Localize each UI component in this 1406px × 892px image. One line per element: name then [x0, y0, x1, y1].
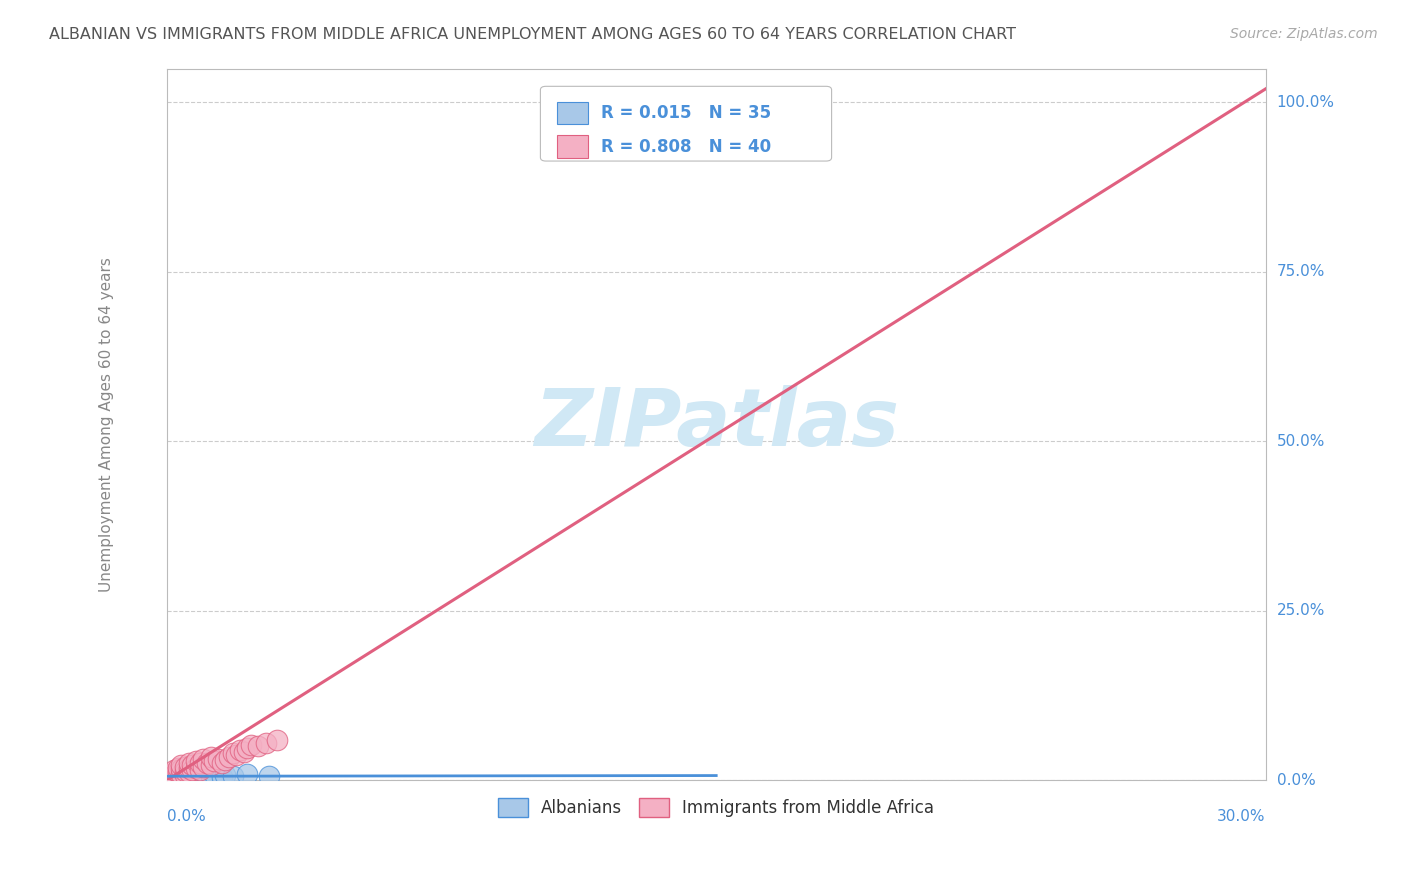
- Point: [181, 758, 204, 772]
- Point: [163, 768, 186, 782]
- Point: [166, 761, 188, 775]
- Point: [193, 766, 215, 780]
- Point: [193, 760, 215, 774]
- Point: [181, 768, 204, 782]
- Point: [177, 771, 200, 785]
- Point: [207, 751, 229, 765]
- Text: Unemployment Among Ages 60 to 64 years: Unemployment Among Ages 60 to 64 years: [98, 257, 114, 592]
- Point: [174, 767, 197, 781]
- Point: [174, 772, 197, 786]
- Point: [163, 771, 186, 785]
- Point: [170, 768, 193, 782]
- Point: [188, 763, 211, 777]
- Text: Source: ZipAtlas.com: Source: ZipAtlas.com: [1230, 27, 1378, 41]
- Point: [159, 770, 181, 784]
- Point: [188, 756, 211, 771]
- Point: [266, 732, 288, 747]
- Point: [184, 761, 207, 775]
- Point: [177, 769, 200, 783]
- Text: 50.0%: 50.0%: [1277, 434, 1324, 449]
- Point: [214, 768, 236, 782]
- Point: [184, 770, 207, 784]
- Point: [181, 771, 204, 785]
- Point: [254, 736, 277, 750]
- Point: [240, 738, 263, 752]
- Text: 0.0%: 0.0%: [1277, 772, 1316, 788]
- Point: [170, 766, 193, 780]
- Point: [247, 739, 270, 754]
- Text: R = 0.015   N = 35: R = 0.015 N = 35: [600, 104, 770, 122]
- Text: ZIPatlas: ZIPatlas: [534, 385, 898, 464]
- Point: [195, 770, 218, 784]
- Point: [174, 770, 197, 784]
- Text: 75.0%: 75.0%: [1277, 264, 1324, 279]
- Point: [166, 771, 188, 785]
- Point: [214, 753, 236, 767]
- Point: [193, 769, 215, 783]
- Point: [184, 767, 207, 781]
- Point: [211, 756, 233, 771]
- Point: [232, 745, 254, 759]
- Point: [170, 766, 193, 780]
- Point: [229, 743, 252, 757]
- Point: [236, 766, 259, 780]
- Legend: Albanians, Immigrants from Middle Africa: Albanians, Immigrants from Middle Africa: [489, 789, 943, 825]
- Point: [222, 769, 245, 783]
- Point: [170, 763, 193, 777]
- Point: [225, 747, 247, 762]
- Text: 100.0%: 100.0%: [1277, 95, 1334, 110]
- FancyBboxPatch shape: [540, 87, 831, 161]
- Text: 30.0%: 30.0%: [1218, 809, 1265, 824]
- Point: [170, 771, 193, 785]
- Point: [174, 764, 197, 778]
- Point: [202, 767, 225, 781]
- Point: [174, 768, 197, 782]
- Point: [236, 740, 259, 755]
- Text: 25.0%: 25.0%: [1277, 603, 1324, 618]
- Point: [166, 769, 188, 783]
- Text: R = 0.808   N = 40: R = 0.808 N = 40: [600, 137, 770, 156]
- Point: [159, 770, 181, 784]
- Point: [222, 746, 245, 760]
- Point: [159, 766, 181, 780]
- Point: [200, 758, 222, 772]
- Bar: [557, 136, 588, 158]
- Point: [200, 768, 222, 782]
- Point: [181, 766, 204, 780]
- Point: [211, 770, 233, 784]
- Point: [188, 771, 211, 785]
- Point: [177, 765, 200, 780]
- Point: [174, 768, 197, 782]
- Point: [184, 754, 207, 768]
- Point: [170, 758, 193, 772]
- Point: [177, 756, 200, 771]
- Point: [181, 763, 204, 777]
- Point: [188, 768, 211, 782]
- Point: [200, 749, 222, 764]
- Point: [174, 760, 197, 774]
- Point: [195, 756, 218, 771]
- Point: [259, 768, 281, 782]
- Point: [177, 768, 200, 782]
- Text: 0.0%: 0.0%: [167, 809, 205, 824]
- Point: [159, 768, 181, 782]
- Text: ALBANIAN VS IMMIGRANTS FROM MIDDLE AFRICA UNEMPLOYMENT AMONG AGES 60 TO 64 YEARS: ALBANIAN VS IMMIGRANTS FROM MIDDLE AFRIC…: [49, 27, 1017, 42]
- Point: [177, 761, 200, 775]
- Point: [163, 763, 186, 777]
- Point: [166, 767, 188, 781]
- Point: [218, 749, 240, 764]
- Point: [202, 754, 225, 768]
- Point: [163, 768, 186, 782]
- Point: [177, 765, 200, 780]
- Bar: [557, 102, 588, 124]
- Point: [166, 765, 188, 780]
- Point: [193, 751, 215, 765]
